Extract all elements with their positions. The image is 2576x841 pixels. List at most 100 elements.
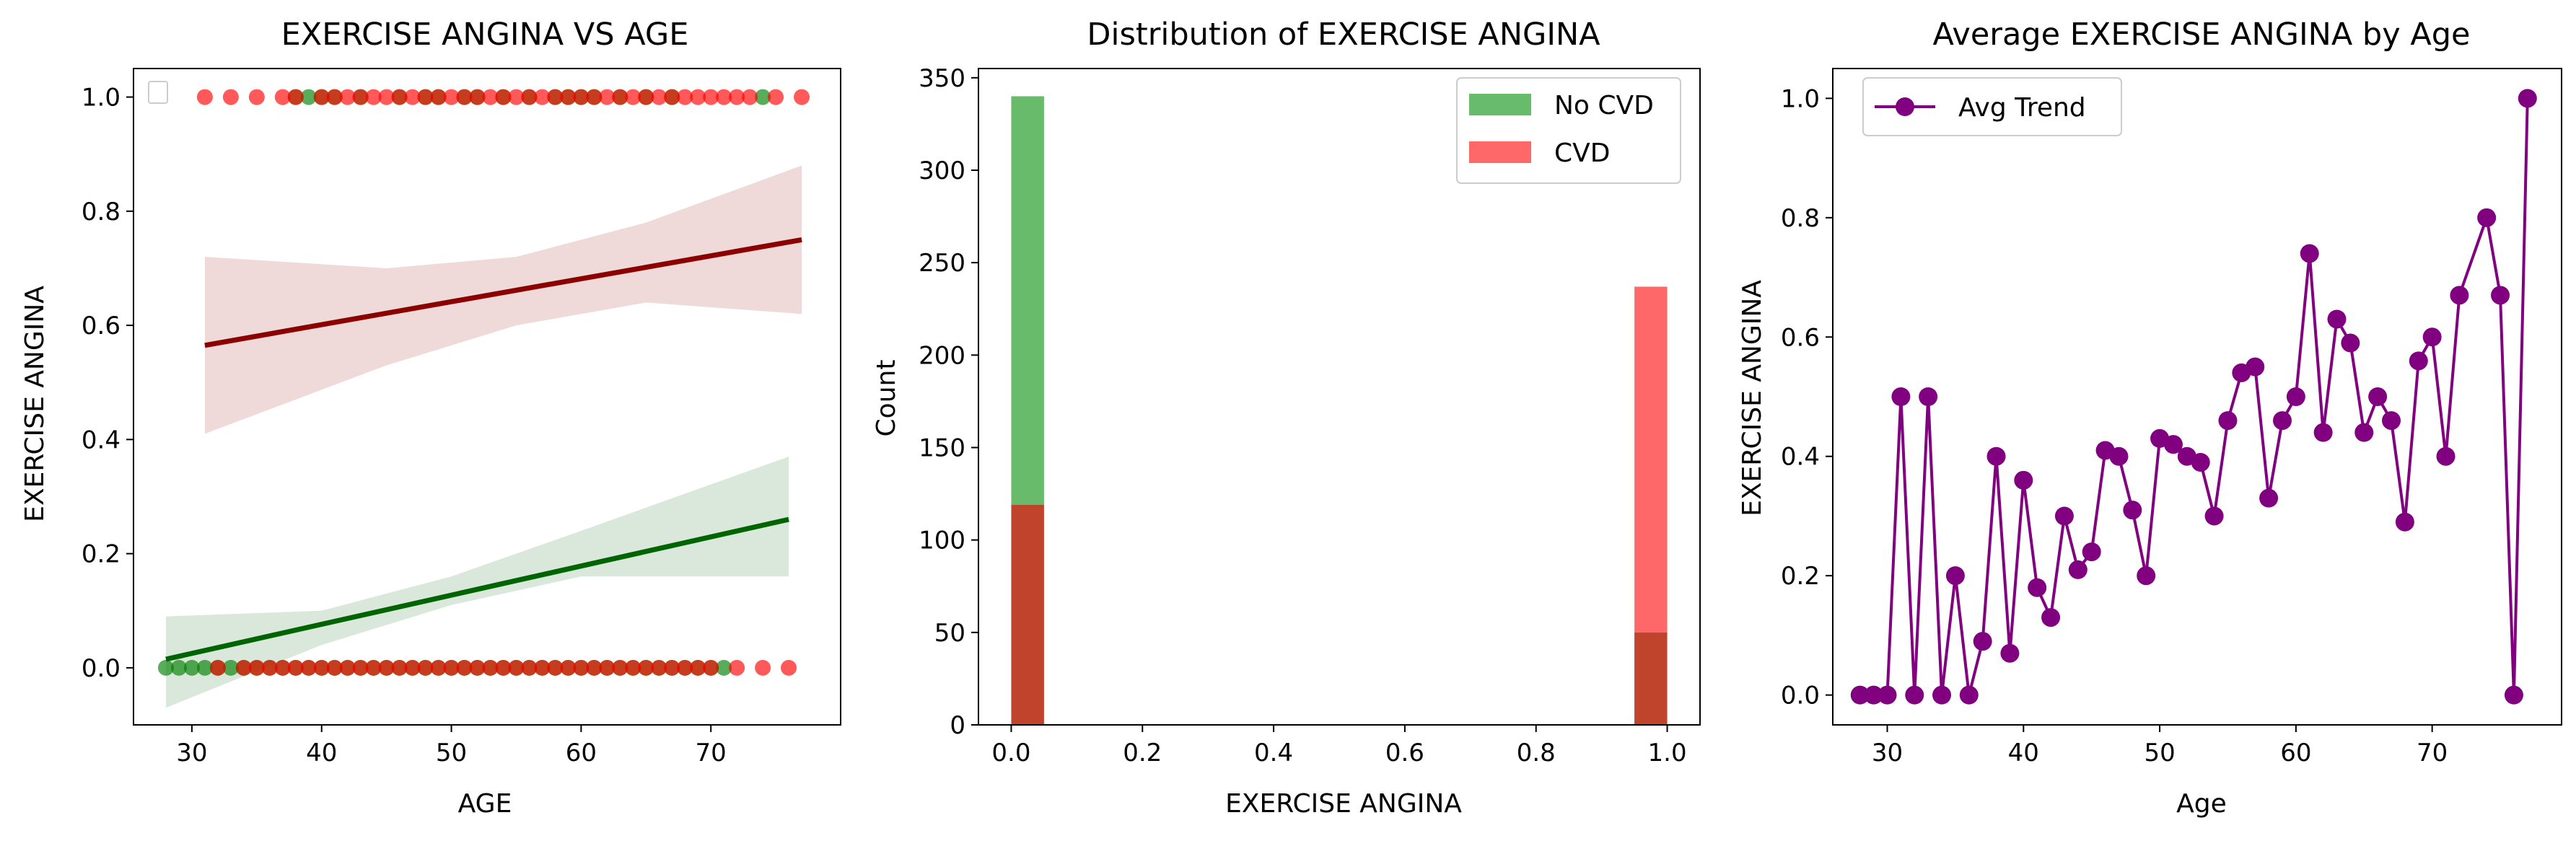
legend-swatch-cvd bbox=[1469, 141, 1531, 163]
avg-trend-marker bbox=[1973, 632, 1992, 651]
scatter-point-cvd bbox=[638, 659, 654, 676]
histogram-legend: No CVD CVD bbox=[1456, 77, 1681, 184]
line-x-tick-label: 40 bbox=[2008, 739, 2039, 767]
scatter-point-cvd bbox=[716, 89, 732, 105]
scatter-point-cvd bbox=[274, 89, 291, 105]
scatter-point-cvd bbox=[534, 659, 551, 676]
scatter-point-cvd bbox=[274, 659, 291, 676]
histogram-y-tick-label: 250 bbox=[919, 249, 965, 278]
scatter-point-cvd bbox=[521, 659, 538, 676]
line-y-tick-label: 1.0 bbox=[1781, 84, 1820, 113]
scatter-point-cvd bbox=[430, 89, 447, 105]
legend-marker-avg-trend bbox=[1896, 97, 1914, 116]
scatter-point-cvd bbox=[287, 659, 304, 676]
scatter-y-tick-label: 0.6 bbox=[82, 312, 121, 340]
scatter-point-no-cvd bbox=[755, 89, 771, 105]
histogram-y-tick-label: 100 bbox=[919, 527, 965, 555]
histogram-x-axis-label: EXERCISE ANGINA bbox=[1225, 789, 1462, 819]
avg-trend-marker bbox=[2123, 501, 2142, 520]
scatter-point-cvd bbox=[430, 659, 447, 676]
scatter-point-cvd bbox=[300, 659, 317, 676]
avg-trend-marker bbox=[2054, 506, 2074, 526]
regression-line-cvd bbox=[204, 237, 802, 348]
avg-trend-marker bbox=[2068, 560, 2087, 579]
scatter-point-cvd bbox=[443, 659, 460, 676]
histogram-bar-cvd bbox=[1634, 286, 1668, 633]
scatter-point-cvd bbox=[339, 89, 356, 105]
histogram-x-tick-label: 0.4 bbox=[1254, 739, 1293, 767]
scatter-point-cvd bbox=[495, 659, 512, 676]
scatter-title: EXERCISE ANGINA VS AGE bbox=[281, 17, 689, 53]
avg-trend-marker bbox=[2313, 423, 2333, 442]
avg-trend-marker bbox=[1864, 685, 1883, 705]
scatter-x-tick-label: 40 bbox=[306, 739, 337, 767]
avg-trend-marker bbox=[1959, 685, 1979, 705]
avg-trend-marker bbox=[2191, 453, 2210, 472]
scatter-point-cvd bbox=[638, 89, 654, 105]
scatter-point-no-cvd bbox=[222, 659, 239, 676]
avg-trend-marker bbox=[2382, 411, 2401, 431]
histogram-bar-overlap bbox=[1634, 632, 1668, 725]
scatter-point-cvd bbox=[261, 659, 278, 676]
histogram-bar-overlap bbox=[1011, 504, 1044, 725]
line-x-axis-label: Age bbox=[2176, 789, 2227, 819]
scatter-point-cvd bbox=[573, 659, 590, 676]
scatter-point-cvd bbox=[677, 89, 693, 105]
scatter-point-no-cvd bbox=[157, 659, 174, 676]
avg-trend-marker bbox=[2409, 351, 2428, 371]
scatter-point-no-cvd bbox=[196, 659, 213, 676]
avg-trend-marker bbox=[2259, 488, 2279, 508]
scatter-point-cvd bbox=[222, 89, 239, 105]
avg-trend-marker bbox=[1986, 446, 2006, 466]
histogram-x-tick-label: 0.8 bbox=[1517, 739, 1556, 767]
avg-trend-marker bbox=[2246, 357, 2265, 377]
scatter-point-cvd bbox=[235, 659, 252, 676]
scatter-point-cvd bbox=[287, 89, 304, 105]
legend-label-cvd: CVD bbox=[1554, 138, 1610, 168]
avg-trend-marker bbox=[2014, 470, 2033, 490]
avg-trend-marker bbox=[1932, 685, 1952, 705]
line-x-tick-label: 50 bbox=[2144, 739, 2175, 767]
scatter-y-tick-label: 0.8 bbox=[82, 198, 121, 226]
scatter-point-cvd bbox=[391, 659, 408, 676]
scatter-point-cvd bbox=[547, 89, 564, 105]
histogram-x-tick-label: 1.0 bbox=[1648, 739, 1687, 767]
scatter-point-cvd bbox=[209, 659, 226, 676]
histogram-y-tick-label: 150 bbox=[919, 433, 965, 462]
scatter-point-cvd bbox=[482, 659, 499, 676]
scatter-x-axis-label: AGE bbox=[458, 789, 512, 819]
avg-trend-marker bbox=[2028, 578, 2047, 597]
scatter-point-cvd bbox=[443, 89, 460, 105]
line-x-tick-label: 30 bbox=[1872, 739, 1903, 767]
scatter-point-cvd bbox=[378, 659, 395, 676]
scatter-point-cvd bbox=[599, 89, 615, 105]
scatter-x-tick-label: 50 bbox=[436, 739, 467, 767]
histogram-x-tick-label: 0.2 bbox=[1123, 739, 1162, 767]
scatter-point-no-cvd bbox=[170, 659, 187, 676]
scatter-point-cvd bbox=[313, 89, 330, 105]
scatter-point-cvd bbox=[469, 89, 486, 105]
avg-trend-marker bbox=[2218, 411, 2238, 431]
scatter-point-cvd bbox=[586, 659, 603, 676]
scatter-point-cvd bbox=[690, 659, 706, 676]
avg-trend-marker bbox=[1891, 387, 1911, 406]
scatter-point-cvd bbox=[612, 89, 628, 105]
avg-trend-marker bbox=[2341, 333, 2360, 353]
scatter-point-cvd bbox=[625, 659, 641, 676]
scatter-point-cvd bbox=[781, 659, 797, 676]
avg-trend-marker bbox=[2436, 446, 2455, 466]
avg-trend-marker bbox=[2041, 608, 2061, 628]
line-y-tick-label: 0.4 bbox=[1781, 443, 1820, 472]
scatter-panel: EXERCISE ANGINA VS AGE 30 40 50 60 70 0.0 0.2 0… bbox=[20, 17, 841, 819]
line-legend: Avg Trend bbox=[1862, 77, 2122, 136]
scatter-point-cvd bbox=[456, 659, 473, 676]
scatter-point-cvd bbox=[547, 659, 564, 676]
scatter-point-cvd bbox=[326, 89, 343, 105]
scatter-point-cvd bbox=[339, 659, 356, 676]
scatter-point-cvd bbox=[404, 659, 421, 676]
histogram-plot-area: 0.0 0.2 0.4 0.6 0.8 1.0 0 50 100 150 200 250 300 350 bbox=[919, 64, 1701, 767]
histogram-panel: Distribution of EXERCISE ANGINA 0.0 0.2 0.… bbox=[872, 17, 1701, 819]
line-legend-box bbox=[1862, 77, 2122, 136]
scatter-point-cvd bbox=[391, 89, 408, 105]
